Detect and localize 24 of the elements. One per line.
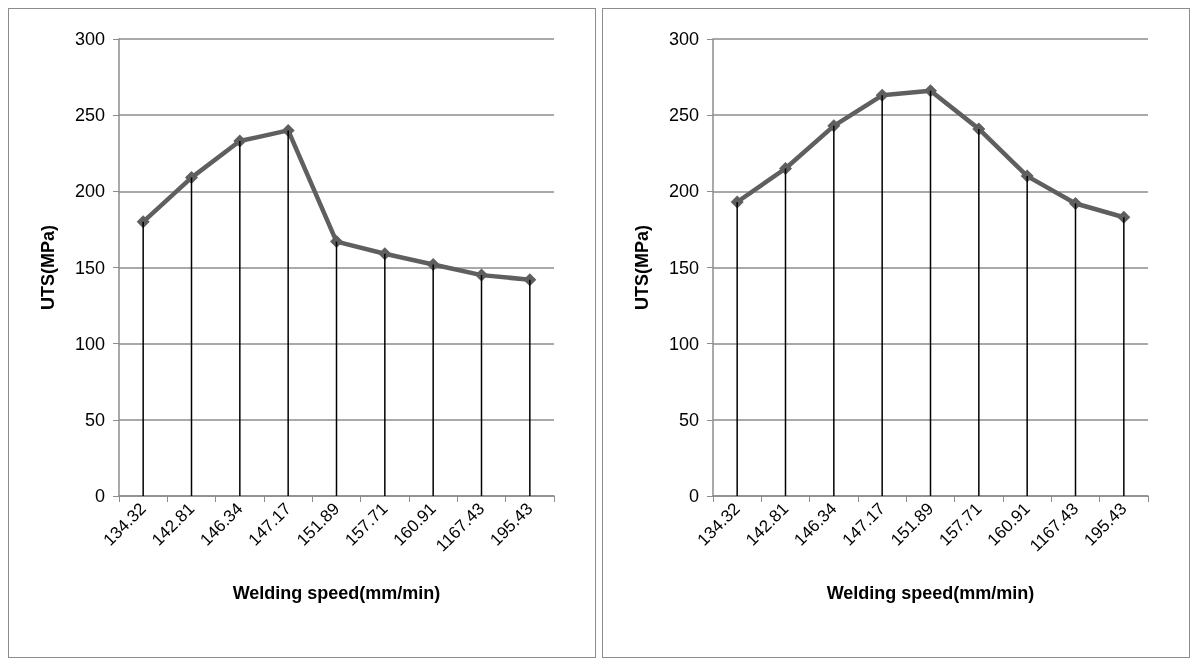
point	[185, 171, 198, 185]
y-tick-label: 0	[688, 486, 699, 506]
y-tick-label: 150	[668, 257, 699, 278]
y-tick-label: 100	[74, 333, 105, 354]
y-tick-label: 300	[74, 29, 105, 49]
y-tick-label: 200	[74, 181, 105, 202]
y-axis-title: UTS(MPa)	[632, 225, 652, 310]
y-tick-label: 250	[74, 105, 105, 126]
point	[779, 161, 792, 175]
point	[330, 235, 343, 249]
y-tick-label: 250	[668, 105, 699, 126]
x-axis-title: Welding speed(mm/min)	[232, 583, 441, 603]
point	[1069, 197, 1082, 211]
y-tick-label: 50	[678, 409, 699, 430]
y-axis-title: UTS(MPa)	[38, 225, 58, 310]
y-tick-label: 100	[668, 333, 699, 354]
point	[924, 84, 937, 98]
y-tick-label: 300	[668, 29, 699, 49]
y-tick-label: 0	[94, 486, 105, 506]
x-axis-title: Welding speed(mm/min)	[826, 583, 1035, 603]
y-tick-label: 200	[668, 181, 699, 202]
point	[475, 268, 488, 282]
y-tick-label: 50	[84, 409, 105, 430]
y-tick-label: 150	[74, 257, 105, 278]
